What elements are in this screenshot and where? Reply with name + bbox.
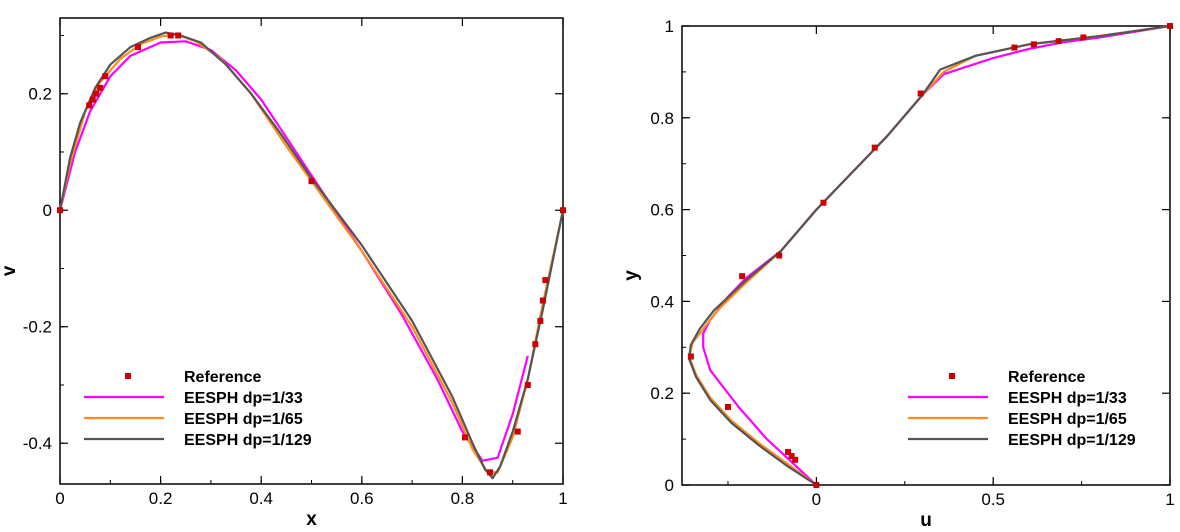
legend-entry: EESPH dp=1/65 — [1008, 411, 1127, 428]
legend-marker-reference — [949, 373, 955, 379]
reference-point — [687, 353, 694, 360]
reference-point — [86, 102, 93, 109]
reference-point — [97, 84, 104, 91]
reference-point — [514, 428, 521, 435]
reference-point — [102, 73, 109, 80]
legend-entry: EESPH dp=1/129 — [184, 432, 312, 449]
reference-point — [820, 199, 827, 206]
legend-entry: EESPH dp=1/65 — [184, 411, 303, 428]
reference-point — [871, 144, 878, 151]
reference-point — [539, 297, 546, 304]
x-tick-label: 1 — [558, 489, 567, 508]
x-tick-label: 0 — [55, 489, 64, 508]
x-tick-label: 0.2 — [149, 489, 173, 508]
left-chart-panel: 0 0.2 0.4 0.6 0.8 1 -0.4 -0.2 0 0.2 x v Reference EES… — [0, 17, 568, 530]
reference-point — [134, 44, 141, 51]
y-tick-label: -0.2 — [23, 318, 52, 337]
reference-point — [724, 403, 731, 410]
y-tick-label: 0.4 — [650, 292, 674, 311]
x-tick-label: 0.5 — [981, 490, 1005, 509]
x-tick-label: 1 — [1165, 490, 1174, 509]
plot-frame — [59, 17, 564, 485]
legend: Reference EESPH dp=1/33 EESPH dp=1/65 EESPH… — [84, 369, 312, 449]
series-line-3 — [58, 31, 565, 480]
reference-point — [524, 381, 531, 388]
reference-point — [785, 448, 792, 455]
reference-point — [167, 32, 174, 39]
y-tick-label: 0.2 — [28, 85, 52, 104]
y-axis-label: y — [621, 270, 642, 281]
legend: Reference EESPH dp=1/33 EESPH dp=1/65 EESPH… — [908, 369, 1136, 449]
reference-point — [560, 207, 566, 214]
reference-point — [542, 277, 549, 284]
x-axis-label: u — [920, 510, 932, 531]
reference-point — [537, 317, 544, 324]
x-tick-label: 0.6 — [350, 489, 374, 508]
x-tick-label: 0.4 — [249, 489, 273, 508]
reference-point — [487, 469, 494, 476]
reference-point — [739, 273, 746, 280]
legend-entry: EESPH dp=1/33 — [1008, 390, 1127, 407]
reference-point — [308, 178, 315, 185]
x-tick-label: 0 — [812, 490, 821, 509]
x-tick-label: 0.8 — [451, 489, 475, 508]
y-tick-label: 1 — [665, 17, 674, 36]
series-line-2 — [687, 24, 1171, 486]
legend-marker-reference — [125, 373, 131, 379]
y-tick-label: 0.2 — [650, 384, 674, 403]
right-chart-panel: 0 0.5 1 0 0.2 0.4 0.6 0.8 1 u y Reference EESPH dp=1… — [621, 17, 1175, 531]
reference-point — [532, 341, 539, 348]
reference-point — [788, 453, 795, 460]
reference-point — [1055, 38, 1062, 45]
x-axis-label: x — [306, 509, 317, 530]
y-tick-label: 0.8 — [650, 109, 674, 128]
reference-point — [1080, 34, 1087, 41]
reference-point — [792, 456, 799, 463]
reference-point — [1011, 44, 1018, 51]
series-line-3 — [687, 24, 1171, 486]
legend-entry: Reference — [184, 369, 261, 386]
y-tick-label: 0 — [665, 476, 674, 495]
series-line-1 — [58, 40, 529, 462]
reference-point — [917, 90, 924, 97]
y-tick-label: -0.4 — [23, 434, 52, 453]
reference-point — [813, 482, 820, 488]
y-axis-label: v — [0, 265, 20, 276]
reference-point — [89, 96, 96, 103]
legend-entry: Reference — [1008, 369, 1085, 386]
y-tick-label: 0 — [43, 201, 52, 220]
legend-entry: EESPH dp=1/129 — [1008, 432, 1136, 449]
y-tick-label: 0.6 — [650, 201, 674, 220]
reference-point — [776, 252, 783, 259]
reference-point — [175, 32, 182, 39]
legend-entry: EESPH dp=1/33 — [184, 390, 303, 407]
reference-point — [1167, 23, 1173, 29]
reference-point — [461, 434, 468, 441]
reference-point — [57, 207, 63, 214]
reference-point — [1030, 41, 1037, 48]
reference-point — [93, 90, 100, 97]
series-line-2 — [58, 33, 565, 474]
